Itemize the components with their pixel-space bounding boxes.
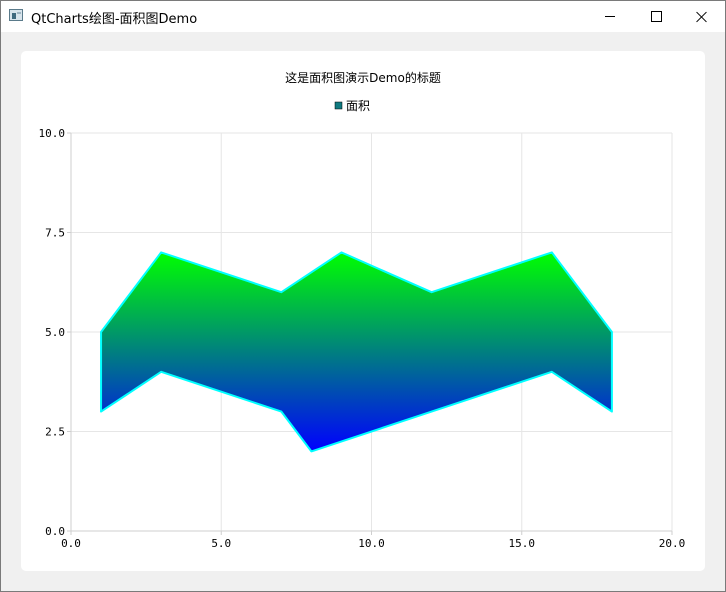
close-button[interactable] [679,1,725,32]
minimize-icon [605,16,615,17]
x-tick-label: 5.0 [211,537,231,550]
chart-title: 这是面积图演示Demo的标题 [285,70,441,85]
x-tick-label: 20.0 [659,537,686,550]
y-tick-label: 2.5 [45,426,65,439]
x-tick-label: 0.0 [61,537,81,550]
close-icon [696,11,708,23]
y-tick-label: 7.5 [45,227,65,240]
title-bar[interactable]: QtCharts绘图-面积图Demo [1,1,725,32]
y-tick-label: 0.0 [45,525,65,538]
maximize-button[interactable] [633,1,679,32]
window-title: QtCharts绘图-面积图Demo [31,12,198,27]
area-polygon [100,251,613,453]
axes: 0.0 5.0 10.0 15.0 20.0 0.0 2.5 5.0 7.5 10.0 [39,127,686,550]
legend: 面积 [334,99,370,113]
area-chart: 0.0 5.0 10.0 15.0 20.0 0.0 2.5 5.0 7.5 10.0 这是面积图… [39,70,686,550]
chart-view: 0.0 5.0 10.0 15.0 20.0 0.0 2.5 5.0 7.5 10.0 这是面积图… [21,51,705,571]
y-tick-label: 10.0 [39,127,66,140]
legend-label-area: 面积 [346,99,370,113]
maximize-icon [650,11,662,22]
app-window-icon [9,9,23,21]
legend-swatch-area [334,101,343,110]
y-tick-label: 5.0 [45,326,65,339]
x-tick-label: 10.0 [358,537,385,550]
x-tick-label: 15.0 [509,537,536,550]
minimize-button[interactable] [587,1,633,32]
area-series [100,251,613,453]
